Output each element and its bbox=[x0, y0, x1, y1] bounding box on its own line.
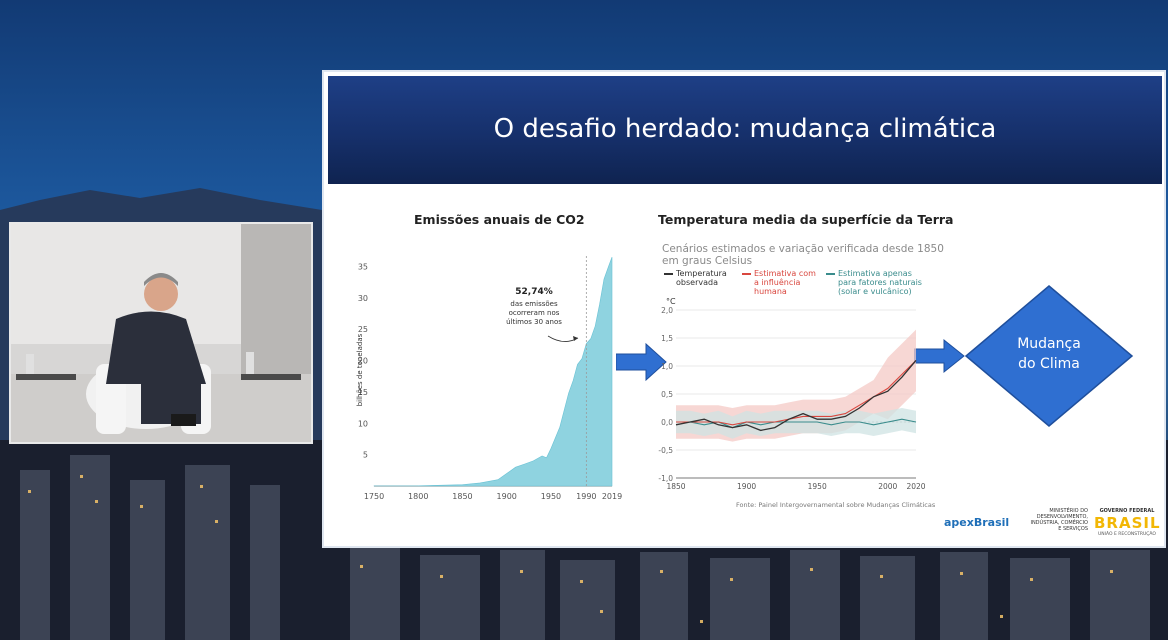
slide-header: O desafio herdado: mudança climática bbox=[328, 76, 1162, 184]
y-tick-label: 35 bbox=[358, 263, 368, 272]
y-axis-label: bilhões de toneladas bbox=[356, 333, 364, 406]
temperature-chart-title: Temperatura media da superfície da Terra bbox=[658, 212, 954, 227]
legend-line: Estimativa apenas bbox=[838, 269, 912, 278]
arrow-right-icon bbox=[914, 338, 965, 374]
x-tick-label: 1900 bbox=[737, 482, 756, 491]
x-tick-label: 1850 bbox=[666, 482, 685, 491]
legend-natural: Estimativa apenas para fatores naturais … bbox=[826, 269, 922, 296]
legend-label: Temperatura observada bbox=[664, 269, 727, 287]
annotation-text: últimos 30 anos bbox=[506, 318, 562, 326]
co2-chart-title: Emissões anuais de CO2 bbox=[414, 212, 585, 227]
speaker-video-image bbox=[11, 224, 311, 442]
annotation-arrowhead bbox=[573, 336, 578, 341]
legend-line: a influência bbox=[754, 278, 801, 287]
y-tick-label: 10 bbox=[358, 419, 368, 428]
x-tick-label: 1990 bbox=[576, 492, 596, 501]
y-tick-label: 1,5 bbox=[661, 334, 673, 343]
annotation-percentage: 52,74% bbox=[515, 287, 553, 297]
government-logo: GOVERNO FEDERAL BRASIL UNIÃO E RECONSTRU… bbox=[1094, 508, 1160, 538]
y-tick-label: -1,0 bbox=[658, 474, 673, 483]
legend-line: Estimativa com bbox=[754, 269, 816, 278]
subtitle-line: Cenários estimados e variação verificada… bbox=[662, 243, 944, 255]
ministry-line: MINISTÉRIO DO bbox=[1049, 508, 1088, 514]
speaker-video bbox=[9, 222, 313, 444]
legend-swatch bbox=[742, 273, 751, 275]
temperature-chart-subtitle: Cenários estimados e variação verificada… bbox=[662, 243, 944, 267]
temperature-unit-label: °C bbox=[666, 297, 676, 306]
y-tick-label: 1,0 bbox=[661, 362, 673, 371]
ministry-line: DESENVOLVIMENTO, bbox=[1036, 514, 1088, 520]
legend-label: Estimativa apenas para fatores naturais … bbox=[826, 269, 922, 296]
annotation-text: das emissões bbox=[510, 300, 558, 308]
x-tick-label: 2020 bbox=[906, 482, 925, 491]
legend-line: para fatores naturais bbox=[838, 278, 922, 287]
legend-line: (solar e vulcânico) bbox=[838, 287, 912, 296]
slide-title: O desafio herdado: mudança climática bbox=[493, 114, 997, 144]
temperature-series-line bbox=[675, 359, 917, 432]
legend-line: observada bbox=[676, 278, 718, 287]
subtitle-line: em graus Celsius bbox=[662, 255, 753, 267]
y-tick-label: 0,5 bbox=[661, 390, 673, 399]
co2-area-series bbox=[373, 256, 613, 487]
legend-human: Estimativa com a influência humana bbox=[742, 269, 816, 296]
y-tick-label: 30 bbox=[358, 294, 368, 303]
y-tick-label: 20 bbox=[358, 357, 368, 366]
y-tick-label: 0,0 bbox=[661, 418, 673, 427]
temperature-chart-source: Fonte: Painel Intergovernamental sobre M… bbox=[736, 501, 936, 509]
y-tick-label: 15 bbox=[358, 388, 368, 397]
ministry-line: E SERVIÇOS bbox=[1058, 526, 1088, 532]
x-tick-label: 1900 bbox=[497, 492, 517, 501]
y-tick-label: 5 bbox=[363, 451, 368, 460]
legend-line: humana bbox=[754, 287, 787, 296]
gov-word: BRASIL bbox=[1094, 514, 1161, 532]
legend-swatch bbox=[826, 273, 835, 275]
legend-observed: Temperatura observada bbox=[664, 269, 727, 287]
x-tick-label: 1950 bbox=[541, 492, 561, 501]
diamond-label-line: Mudança bbox=[1017, 336, 1081, 352]
legend-swatch bbox=[664, 273, 673, 275]
diamond-label-line: do Clima bbox=[1018, 356, 1080, 372]
y-tick-label: -0,5 bbox=[658, 446, 673, 455]
climate-change-diamond bbox=[964, 285, 1134, 427]
x-tick-label: 2019 bbox=[602, 492, 622, 501]
arrow-right-icon bbox=[616, 342, 667, 382]
diamond-label: Mudança do Clima bbox=[964, 334, 1134, 374]
legend-line: Temperatura bbox=[676, 269, 727, 278]
y-tick-label: 25 bbox=[358, 325, 368, 334]
ministry-line: INDÚSTRIA, COMÉRCIO bbox=[1030, 520, 1088, 526]
legend-label: Estimativa com a influência humana bbox=[742, 269, 816, 296]
gov-top-text: GOVERNO FEDERAL bbox=[1099, 508, 1155, 514]
presentation-slide: O desafio herdado: mudança climática Emi… bbox=[322, 70, 1166, 548]
co2-emissions-chart: 5 10 15 20 25 30 35 1750 1800 1850 1900 1950 1990 201… bbox=[356, 256, 622, 501]
x-tick-label: 1850 bbox=[452, 492, 472, 501]
x-tick-label: 2000 bbox=[878, 482, 897, 491]
gov-sub-text: UNIÃO E RECONSTRUÇÃO bbox=[1098, 532, 1156, 537]
y-tick-label: 2,0 bbox=[661, 306, 673, 315]
uncertainty-band bbox=[676, 408, 916, 439]
x-tick-label: 1950 bbox=[808, 482, 827, 491]
x-tick-label: 1750 bbox=[364, 492, 384, 501]
ministry-logo: MINISTÉRIO DO DESENVOLVIMENTO, INDÚSTRIA… bbox=[1018, 508, 1088, 532]
annotation-text: ocorreram nos bbox=[509, 309, 560, 317]
apexbrasil-logo: apexBrasil bbox=[944, 516, 1010, 529]
x-tick-label: 1800 bbox=[408, 492, 428, 501]
